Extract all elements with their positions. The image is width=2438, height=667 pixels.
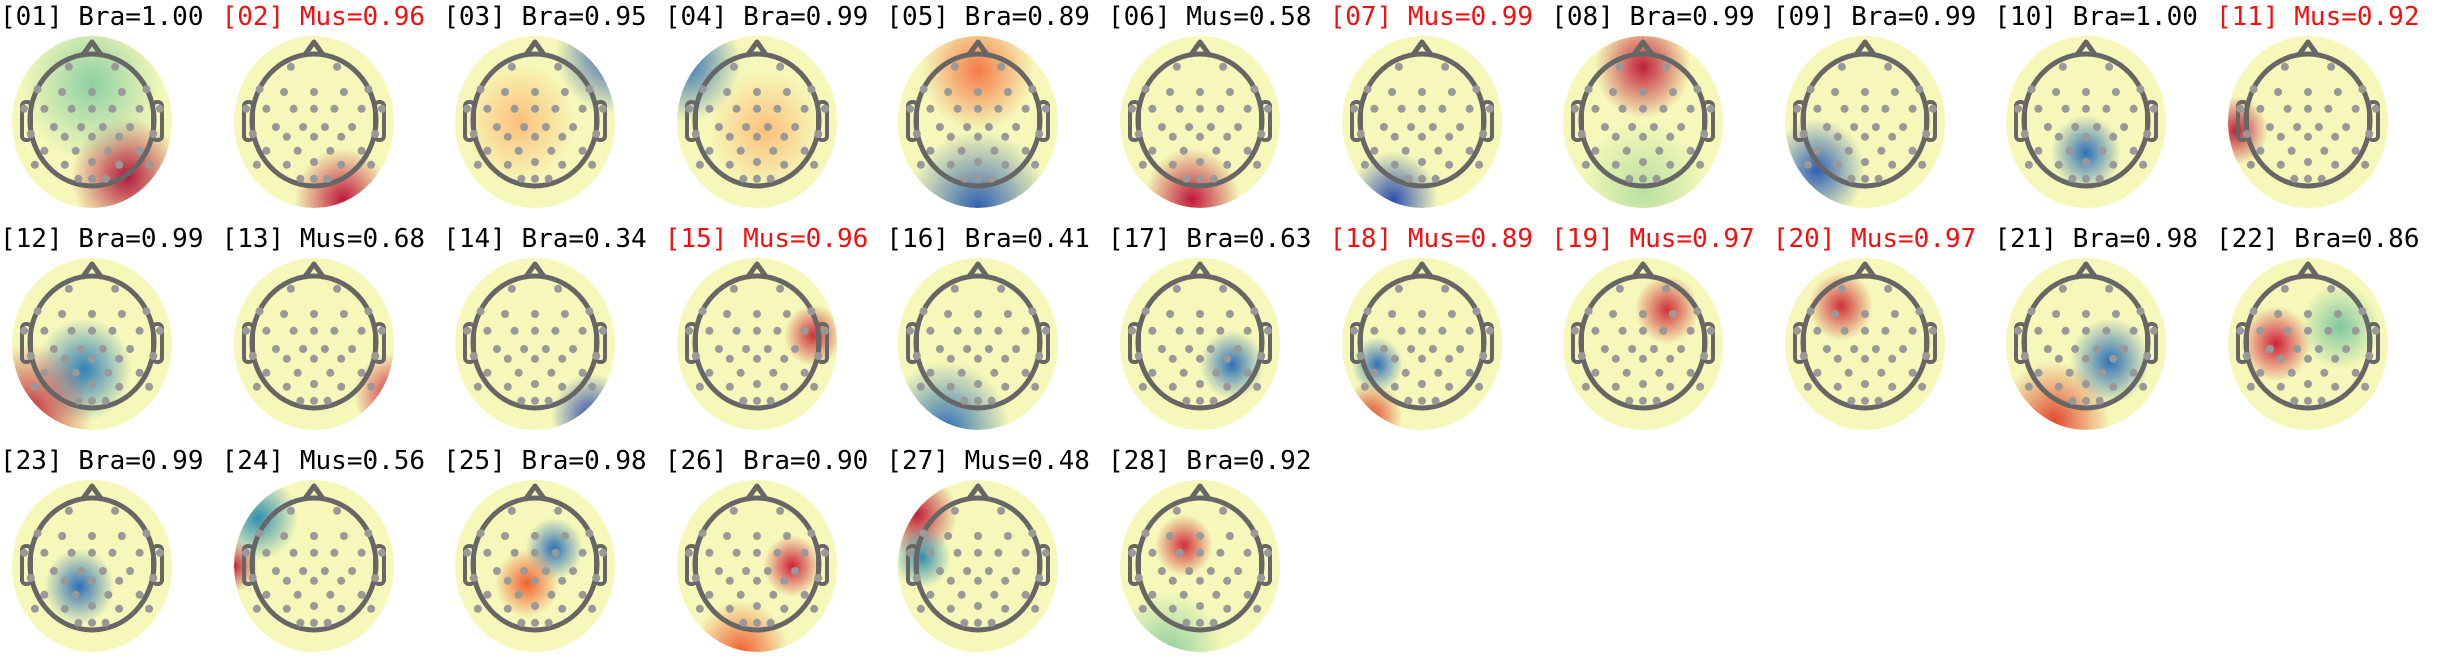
component-panel: [19] Mus=0.97: [1551, 222, 1773, 444]
scalp-topomap: [1341, 258, 1502, 430]
scalp-topomap: [676, 258, 837, 430]
scalp-topomap: [455, 258, 616, 430]
component-panel: [23] Bra=0.99: [0, 444, 222, 666]
component-panel: [10] Bra=1.00: [1994, 0, 2216, 222]
scalp-topomap: [1120, 258, 1280, 430]
component-title: [05] Bra=0.89: [886, 2, 1090, 32]
component-panel: [09] Bra=0.99: [1773, 0, 1995, 222]
scalp-topomap: [233, 480, 394, 652]
component-panel: [21] Bra=0.98: [1994, 222, 2216, 444]
component-panel: [20] Mus=0.97: [1773, 222, 1995, 444]
component-title: [27] Mus=0.48: [886, 446, 1090, 476]
scalp-topomap: [1784, 258, 1945, 430]
component-title: [19] Mus=0.97: [1551, 224, 1755, 254]
scalp-topomap: [2006, 36, 2167, 208]
component-title: [12] Bra=0.99: [0, 224, 204, 254]
component-panel: [01] Bra=1.00: [0, 0, 222, 222]
component-panel: [15] Mus=0.96: [665, 222, 887, 444]
scalp-topomap: [455, 36, 616, 208]
scalp-topomap: [2228, 36, 2388, 208]
component-panel: [14] Bra=0.34: [443, 222, 665, 444]
component-title: [16] Bra=0.41: [886, 224, 1090, 254]
component-title: [11] Mus=0.92: [2216, 2, 2420, 32]
component-title: [15] Mus=0.96: [664, 224, 869, 254]
scalp-topomap: [12, 36, 172, 208]
component-panel: [11] Mus=0.92: [2216, 0, 2438, 222]
component-panel: [12] Bra=0.99: [0, 222, 222, 444]
component-title: [28] Bra=0.92: [1108, 446, 1312, 476]
component-title: [24] Mus=0.56: [221, 446, 426, 476]
scalp-topomap: [1784, 36, 1945, 208]
component-title: [13] Mus=0.68: [221, 224, 426, 254]
component-title: [21] Bra=0.98: [1994, 224, 2198, 254]
component-title: [04] Bra=0.99: [664, 2, 869, 32]
scalp-topomap: [1563, 258, 1724, 430]
scalp-topomap: [2228, 258, 2388, 430]
scalp-topomap: [676, 480, 837, 652]
component-title: [23] Bra=0.99: [0, 446, 204, 476]
component-title: [14] Bra=0.34: [443, 224, 647, 254]
component-title: [25] Bra=0.98: [443, 446, 647, 476]
component-title: [02] Mus=0.96: [221, 2, 426, 32]
component-title: [01] Bra=1.00: [0, 2, 204, 32]
scalp-topomap: [1120, 36, 1280, 208]
scalp-topomap: [676, 36, 837, 208]
component-panel: [06] Mus=0.58: [1108, 0, 1330, 222]
component-panel: [27] Mus=0.48: [886, 444, 1108, 666]
component-title: [26] Bra=0.90: [664, 446, 869, 476]
scalp-topomap: [1341, 36, 1502, 208]
scalp-topomap: [1563, 36, 1724, 208]
component-panel: [03] Bra=0.95: [443, 0, 665, 222]
component-title: [20] Mus=0.97: [1772, 224, 1977, 254]
component-panel: [04] Bra=0.99: [665, 0, 887, 222]
component-title: [07] Mus=0.99: [1329, 2, 1534, 32]
scalp-topomap: [1120, 480, 1280, 652]
scalp-topomap: [12, 480, 172, 652]
component-title: [03] Bra=0.95: [443, 2, 647, 32]
component-panel: [08] Bra=0.99: [1551, 0, 1773, 222]
scalp-topomap: [2006, 258, 2167, 430]
component-panel: [07] Mus=0.99: [1330, 0, 1552, 222]
component-panel: [13] Mus=0.68: [222, 222, 444, 444]
component-panel: [25] Bra=0.98: [443, 444, 665, 666]
scalp-topomap: [898, 480, 1059, 652]
component-title: [22] Bra=0.86: [2216, 224, 2420, 254]
scalp-topomap: [233, 36, 394, 208]
component-panel: [26] Bra=0.90: [665, 444, 887, 666]
scalp-topomap: [898, 36, 1059, 208]
component-panel: [02] Mus=0.96: [222, 0, 444, 222]
scalp-topomap: [455, 480, 616, 652]
component-title: [10] Bra=1.00: [1994, 2, 2198, 32]
component-panel: [16] Bra=0.41: [886, 222, 1108, 444]
component-title: [09] Bra=0.99: [1772, 2, 1977, 32]
component-title: [18] Mus=0.89: [1329, 224, 1534, 254]
component-panel: [17] Bra=0.63: [1108, 222, 1330, 444]
scalp-topomap: [233, 258, 394, 430]
component-title: [17] Bra=0.63: [1108, 224, 1312, 254]
component-title: [08] Bra=0.99: [1551, 2, 1755, 32]
scalp-topomap: [12, 258, 172, 430]
scalp-topomap: [898, 258, 1059, 430]
component-panel: [05] Bra=0.89: [886, 0, 1108, 222]
component-panel: [22] Bra=0.86: [2216, 222, 2438, 444]
component-panel: [24] Mus=0.56: [222, 444, 444, 666]
component-panel: [18] Mus=0.89: [1330, 222, 1552, 444]
component-title: [06] Mus=0.58: [1108, 2, 1312, 32]
component-panel: [28] Bra=0.92: [1108, 444, 1330, 666]
